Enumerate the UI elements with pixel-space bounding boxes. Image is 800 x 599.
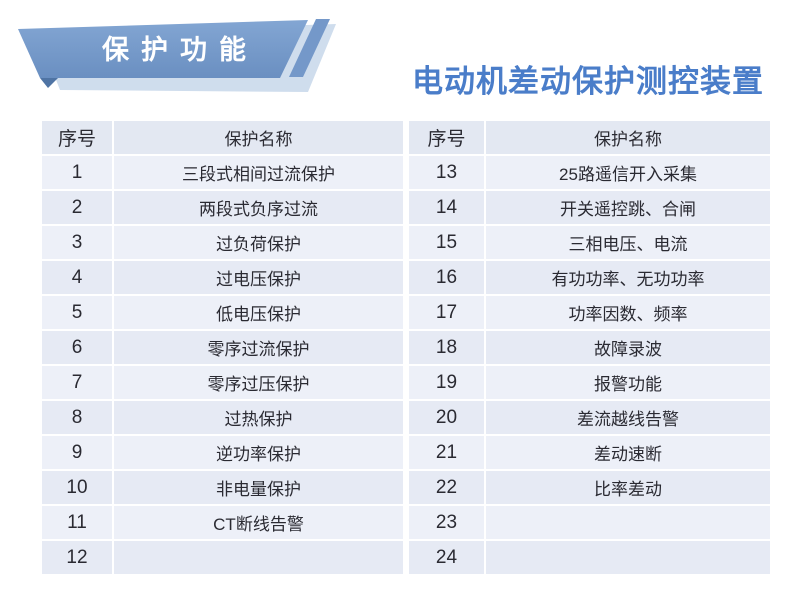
row-name-cell [114,541,403,574]
protection-table-right: 序号 保护名称 13 25路遥信开入采集 14 开关遥控跳、合闸 15 三相电压、电流 16 有功… [409,121,770,576]
row-name-cell: 非电量保护 [114,471,403,504]
table-row: 7 零序过压保护 [42,366,403,399]
row-index-cell: 6 [42,331,112,364]
table-row: 23 [409,506,770,539]
col-header-name: 保护名称 [114,121,403,154]
table-row: 21 差动速断 [409,436,770,469]
row-name-cell: 差流越线告警 [486,401,770,434]
col-header-name: 保护名称 [486,121,770,154]
table-row: 19 报警功能 [409,366,770,399]
table-row: 1 三段式相间过流保护 [42,156,403,189]
table-row: 9 逆功率保护 [42,436,403,469]
table-row: 13 25路遥信开入采集 [409,156,770,189]
table-row: 2 两段式负序过流 [42,191,403,224]
row-name-cell: 有功功率、无功功率 [486,261,770,294]
table-row: 22 比率差动 [409,471,770,504]
row-name-cell: 过负荷保护 [114,226,403,259]
row-name-cell: 25路遥信开入采集 [486,156,770,189]
table-row: 17 功率因数、频率 [409,296,770,329]
row-name-cell: 差动速断 [486,436,770,469]
row-index-cell: 15 [409,226,484,259]
row-index-cell: 5 [42,296,112,329]
row-index-cell: 18 [409,331,484,364]
row-index-cell: 19 [409,366,484,399]
page-title: 电动机差动保护测控装置 [412,64,764,99]
row-index-cell: 1 [42,156,112,189]
row-name-cell: 开关遥控跳、合闸 [486,191,770,224]
row-index-cell: 17 [409,296,484,329]
table-row: 20 差流越线告警 [409,401,770,434]
row-index-cell: 13 [409,156,484,189]
table-row: 14 开关遥控跳、合闸 [409,191,770,224]
row-name-cell: 故障录波 [486,331,770,364]
row-name-cell: 三段式相间过流保护 [114,156,403,189]
row-index-cell: 10 [42,471,112,504]
row-name-cell [486,506,770,539]
badge-main-shape [18,20,308,78]
row-name-cell: 功率因数、频率 [486,296,770,329]
row-index-cell: 16 [409,261,484,294]
row-index-cell: 7 [42,366,112,399]
col-header-index: 序号 [42,121,112,154]
row-index-cell: 8 [42,401,112,434]
row-name-cell: 三相电压、电流 [486,226,770,259]
table-row: 12 [42,541,403,574]
row-name-cell: 比率差动 [486,471,770,504]
col-header-index: 序号 [409,121,484,154]
row-index-cell: 22 [409,471,484,504]
table-row: 10 非电量保护 [42,471,403,504]
protection-table-left: 序号 保护名称 1 三段式相间过流保护 2 两段式负序过流 3 过负荷保护 4 过电压保护 5 低电压… [42,121,403,576]
row-name-cell: 过热保护 [114,401,403,434]
table-row: 11 CT断线告警 [42,506,403,539]
row-index-cell: 12 [42,541,112,574]
row-name-cell: 报警功能 [486,366,770,399]
table-row: 18 故障录波 [409,331,770,364]
table-row: 3 过负荷保护 [42,226,403,259]
table-row: 8 过热保护 [42,401,403,434]
row-name-cell: CT断线告警 [114,506,403,539]
row-name-cell [486,541,770,574]
section-badge-label: 保护功能 [101,34,258,65]
row-index-cell: 11 [42,506,112,539]
table-header-row: 序号 保护名称 [409,121,770,154]
row-index-cell: 9 [42,436,112,469]
row-index-cell: 14 [409,191,484,224]
row-name-cell: 零序过压保护 [114,366,403,399]
row-name-cell: 过电压保护 [114,261,403,294]
row-name-cell: 低电压保护 [114,296,403,329]
row-index-cell: 23 [409,506,484,539]
row-index-cell: 4 [42,261,112,294]
row-name-cell: 零序过流保护 [114,331,403,364]
badge-accent-strip [289,19,330,77]
row-index-cell: 24 [409,541,484,574]
table-row: 6 零序过流保护 [42,331,403,364]
table-row: 15 三相电压、电流 [409,226,770,259]
table-row: 16 有功功率、无功功率 [409,261,770,294]
row-index-cell: 2 [42,191,112,224]
table-row: 5 低电压保护 [42,296,403,329]
row-index-cell: 21 [409,436,484,469]
badge-fold-icon [40,78,58,88]
row-name-cell: 两段式负序过流 [114,191,403,224]
table-row: 4 过电压保护 [42,261,403,294]
row-index-cell: 20 [409,401,484,434]
section-badge: 保护功能 [18,19,336,92]
row-index-cell: 3 [42,226,112,259]
row-name-cell: 逆功率保护 [114,436,403,469]
table-header-row: 序号 保护名称 [42,121,403,154]
table-row: 24 [409,541,770,574]
